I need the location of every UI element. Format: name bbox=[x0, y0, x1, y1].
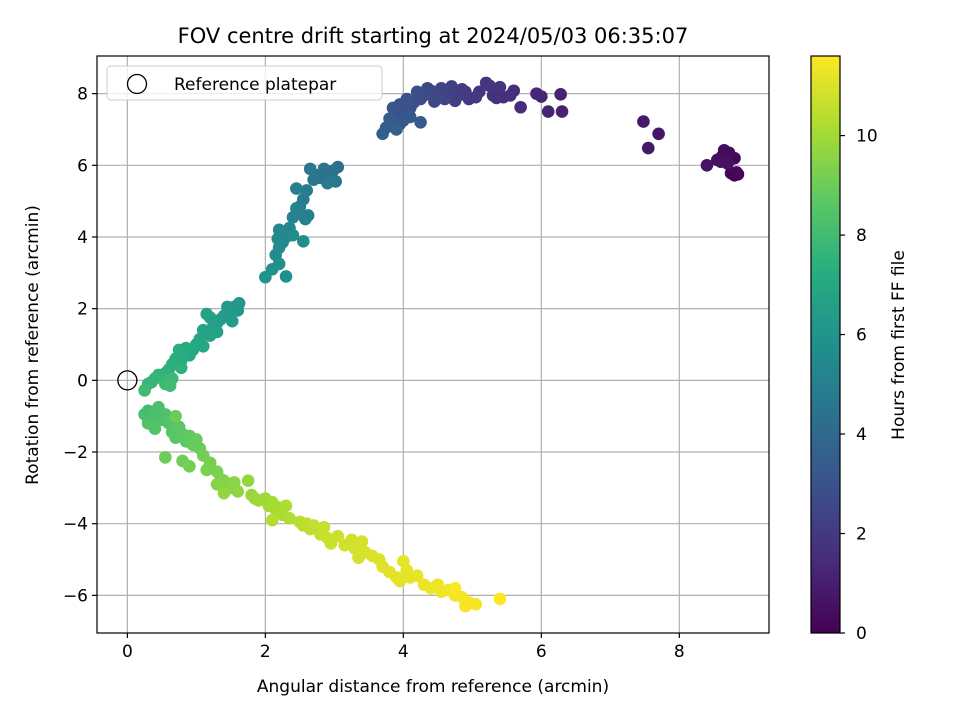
data-point bbox=[355, 535, 369, 548]
data-point bbox=[448, 581, 462, 595]
data-point bbox=[259, 270, 272, 284]
x-tick-label: 2 bbox=[260, 642, 271, 662]
data-point bbox=[514, 100, 527, 114]
data-point bbox=[307, 519, 320, 532]
legend: Reference platepar bbox=[106, 65, 383, 101]
data-point bbox=[286, 228, 300, 242]
data-point bbox=[386, 101, 400, 115]
data-point bbox=[321, 176, 334, 190]
data-point bbox=[393, 574, 407, 588]
data-point bbox=[296, 234, 310, 248]
data-point bbox=[159, 451, 172, 464]
data-point bbox=[286, 210, 300, 224]
x-axis-label: Angular distance from reference (arcmin) bbox=[257, 677, 609, 697]
y-tick-label: −2 bbox=[63, 443, 88, 463]
data-point bbox=[469, 598, 483, 611]
data-point bbox=[730, 166, 743, 179]
colorbar: 0 2 4 6 8 10 Hours from first FF file bbox=[810, 55, 909, 644]
y-tick-label: −4 bbox=[63, 515, 88, 535]
colorbar-tick-label: 4 bbox=[856, 425, 867, 445]
data-point bbox=[700, 159, 714, 172]
chart-title: FOV centre drift starting at 2024/05/03 … bbox=[178, 24, 689, 48]
y-tick-label: 6 bbox=[77, 156, 88, 176]
data-point bbox=[169, 409, 182, 423]
data-points bbox=[138, 76, 745, 613]
y-tick-label: 0 bbox=[77, 371, 88, 391]
data-point bbox=[459, 599, 472, 613]
data-point bbox=[390, 123, 403, 136]
data-point bbox=[479, 76, 493, 90]
x-tick-label: 8 bbox=[674, 642, 685, 662]
data-point bbox=[163, 379, 177, 393]
legend-box bbox=[106, 65, 383, 101]
y-tick-label: 2 bbox=[77, 300, 88, 320]
data-point bbox=[410, 85, 424, 99]
axis-ticks: 0 2 4 6 8 −6 −4 −2 0 2 4 6 8 bbox=[63, 85, 685, 662]
data-point bbox=[721, 157, 734, 170]
x-tick-label: 6 bbox=[536, 642, 547, 662]
colorbar-tick-label: 2 bbox=[856, 525, 867, 545]
colorbar-ticks: 0 2 4 6 8 10 bbox=[840, 127, 878, 644]
y-tick-label: 8 bbox=[77, 85, 88, 105]
reference-platepar-marker bbox=[117, 370, 138, 391]
data-point bbox=[641, 141, 655, 155]
data-point bbox=[403, 110, 417, 124]
data-point bbox=[217, 486, 231, 500]
data-point bbox=[493, 592, 507, 606]
data-point bbox=[183, 460, 196, 473]
data-point bbox=[331, 529, 345, 543]
y-axis-label: Rotation from reference (arcmin) bbox=[23, 205, 43, 485]
data-point bbox=[493, 80, 507, 94]
colorbar-tick-label: 10 bbox=[856, 127, 878, 147]
data-point bbox=[410, 569, 424, 582]
data-point bbox=[428, 95, 441, 108]
data-point bbox=[555, 105, 569, 118]
data-point bbox=[652, 127, 665, 141]
data-point bbox=[210, 477, 224, 491]
data-point bbox=[554, 88, 567, 101]
data-point bbox=[290, 182, 303, 195]
data-point bbox=[637, 115, 650, 128]
data-point bbox=[541, 105, 555, 118]
data-point bbox=[138, 384, 151, 397]
data-point bbox=[200, 307, 214, 321]
x-tick-label: 4 bbox=[398, 642, 409, 662]
data-point bbox=[448, 94, 462, 108]
data-point bbox=[174, 361, 188, 375]
data-point bbox=[279, 499, 293, 513]
data-point bbox=[279, 270, 293, 283]
data-point bbox=[241, 474, 255, 487]
reference-marker bbox=[117, 370, 138, 391]
y-tick-label: −6 bbox=[63, 586, 88, 606]
colorbar-tick-label: 8 bbox=[856, 226, 867, 246]
data-point bbox=[307, 173, 320, 186]
colorbar-gradient bbox=[810, 55, 841, 634]
data-point bbox=[283, 512, 296, 525]
plot-frame bbox=[96, 55, 770, 634]
y-tick-label: 4 bbox=[77, 228, 88, 248]
legend-label: Reference platepar bbox=[174, 75, 336, 95]
data-point bbox=[486, 89, 500, 102]
data-point bbox=[317, 520, 331, 534]
data-point bbox=[265, 513, 279, 527]
colorbar-label: Hours from first FF file bbox=[889, 250, 909, 440]
data-point bbox=[303, 162, 317, 176]
data-point bbox=[231, 485, 245, 498]
data-point bbox=[200, 463, 214, 477]
grid bbox=[97, 56, 769, 633]
colorbar-tick-label: 6 bbox=[856, 326, 867, 346]
data-point bbox=[414, 116, 427, 129]
colorbar-tick-label: 0 bbox=[856, 624, 867, 644]
data-point bbox=[530, 87, 543, 100]
legend-marker-icon bbox=[126, 73, 148, 95]
x-tick-label: 0 bbox=[122, 642, 133, 662]
data-point bbox=[148, 422, 162, 436]
data-point bbox=[376, 127, 389, 141]
